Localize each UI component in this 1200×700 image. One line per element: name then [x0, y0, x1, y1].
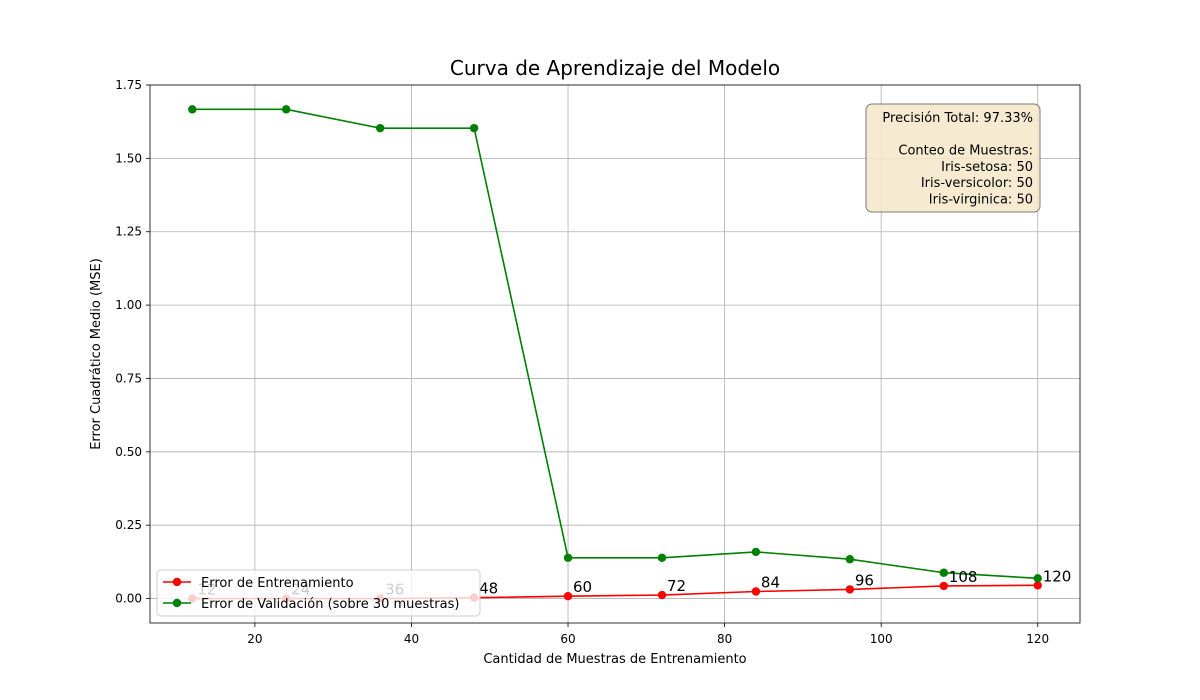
- legend-swatch-marker: [172, 577, 182, 587]
- y-axis: 0.00 0.25 0.50 0.75 1.00 1.25 1.50 1.75: [115, 78, 150, 606]
- legend-label: Error de Entrenamiento: [201, 576, 354, 591]
- series-1-point: [939, 581, 948, 591]
- x-tick-label: 100: [870, 632, 893, 646]
- y-tick-label: 0.50: [115, 445, 142, 459]
- info-box-frame: [865, 103, 1041, 213]
- legend-swatch-marker: [172, 598, 182, 608]
- y-tick-label: 1.50: [115, 151, 142, 165]
- info-box-line: Iris-setosa: 50: [941, 160, 1033, 175]
- legend: Error de Entrenamiento Error de Validació…: [156, 569, 481, 617]
- point-label: 96: [855, 571, 874, 589]
- x-tick-label: 80: [717, 632, 732, 646]
- point-label: 48: [479, 580, 498, 598]
- plot-frame: [149, 84, 1081, 624]
- x-tick-label: 60: [560, 632, 575, 646]
- x-tick-label: 120: [1026, 632, 1049, 646]
- chart-title: Curva de Aprendizaje del Modelo: [450, 56, 780, 80]
- series-1-point: [657, 590, 667, 600]
- y-tick-label: 1.75: [115, 78, 142, 92]
- series-2-point: [657, 553, 667, 562]
- plot-border: [149, 84, 1081, 624]
- series-2-point: [939, 568, 948, 577]
- point-label: 120: [1043, 567, 1072, 585]
- info-box-line: Iris-versicolor: 50: [921, 176, 1033, 191]
- series-2-point: [469, 123, 479, 133]
- info-box-line: Precisión Total: 97.33%: [882, 111, 1033, 126]
- series-2-point: [563, 553, 573, 562]
- series-2-point: [375, 123, 385, 133]
- point-label: 72: [667, 577, 686, 595]
- series-1-point: [751, 587, 761, 596]
- legend-frame: [156, 569, 481, 617]
- series-1-point: [1033, 581, 1042, 590]
- series-1-point: [845, 585, 855, 594]
- y-tick-label: 0.75: [115, 371, 142, 385]
- legend-label: Error de Validación (sobre 30 muestras): [201, 597, 459, 612]
- series-line-2: [192, 108, 1038, 580]
- x-tick-label: 40: [404, 632, 419, 646]
- x-axis-label: Cantidad de Muestras de Entrenamiento: [483, 652, 746, 667]
- point-label: 108: [949, 568, 978, 586]
- info-box-line: Conteo de Muestras:: [898, 144, 1033, 159]
- y-tick-label: 1.00: [115, 298, 142, 312]
- series-2-point: [751, 547, 761, 557]
- info-box: Precisión Total: 97.33% Conteo de Muestra…: [865, 103, 1041, 213]
- x-axis: 20 40 60 80 100 120: [247, 623, 1049, 646]
- series-1-point: [563, 592, 573, 601]
- info-box-line: Iris-virginica: 50: [929, 193, 1033, 208]
- point-label: 60: [573, 578, 592, 596]
- point-label: 84: [761, 574, 780, 592]
- series-2-point: [282, 105, 291, 114]
- y-axis-label: Error Cuadrático Medio (MSE): [89, 258, 104, 450]
- y-tick-label: 1.25: [115, 225, 142, 239]
- series-2-point: [1033, 574, 1042, 583]
- x-tick-label: 20: [247, 632, 262, 646]
- series-2-point: [845, 555, 855, 564]
- y-tick-label: 0.00: [115, 592, 142, 606]
- series-2-point: [188, 105, 197, 114]
- y-tick-label: 0.25: [115, 518, 142, 532]
